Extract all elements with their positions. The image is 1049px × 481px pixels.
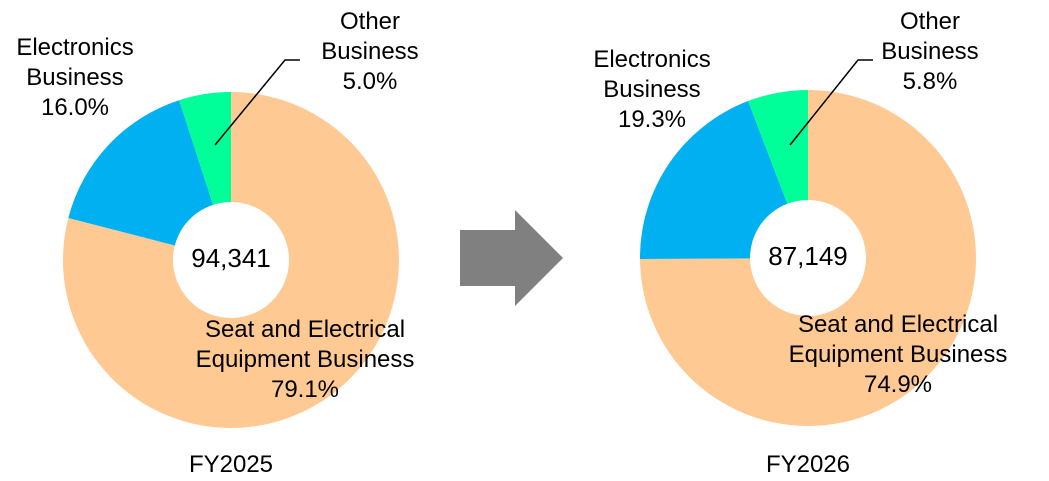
caption: FY2026 <box>765 451 851 478</box>
center-label: 94,341 <box>191 243 271 273</box>
slice <box>62 92 399 429</box>
caption: FY2025 <box>188 451 274 478</box>
arrow <box>460 210 563 306</box>
slice <box>640 90 976 426</box>
leader-line <box>214 59 300 146</box>
leader-line <box>789 59 873 146</box>
slice-label: Other Business <box>881 8 979 65</box>
slice <box>68 100 214 246</box>
value-label: 5.8% <box>902 68 958 95</box>
center-label: 87,149 <box>768 241 848 271</box>
value-label: 79.1% <box>270 376 340 403</box>
slice-label: Electronics Business <box>16 34 134 91</box>
value-label: 5.0% <box>342 68 398 95</box>
slice-label: Seat and Electrical Equipment Business <box>788 311 1008 368</box>
slice <box>179 92 231 205</box>
value-label: 74.9% <box>863 371 933 398</box>
slice <box>639 101 788 260</box>
value-label: 16.0% <box>40 94 110 121</box>
slice-label: Other Business <box>321 8 419 65</box>
slice-label: Seat and Electrical Equipment Business <box>195 316 415 373</box>
slice <box>748 90 808 204</box>
value-label: 19.3% <box>617 106 687 133</box>
slice-label: Electronics Business <box>593 46 711 103</box>
